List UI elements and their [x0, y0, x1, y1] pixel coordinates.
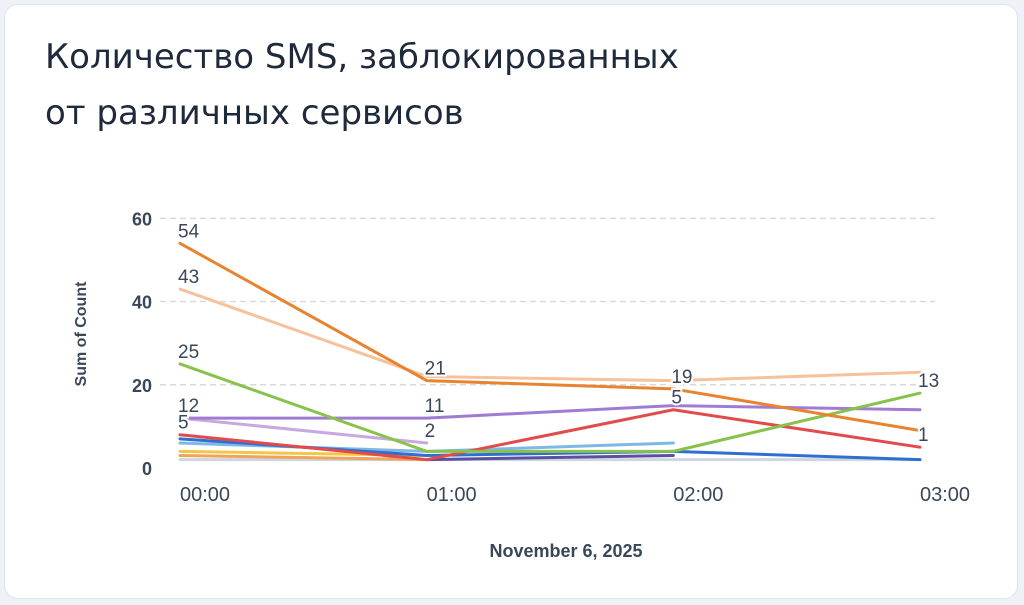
series-line-1 [178, 287, 922, 383]
series-line-2 [178, 362, 922, 453]
y-tick-label: 20 [132, 376, 152, 396]
y-axis-label: Sum of Count [73, 281, 90, 387]
data-label: 5 [178, 413, 189, 434]
x-tick-label: 02:00 [673, 484, 723, 506]
chart-title-line-2: от различных сервисов [45, 93, 464, 133]
data-label: 1 [918, 425, 929, 446]
series-line-0 [178, 241, 922, 433]
series-line-9 [178, 454, 429, 462]
x-tick-label: 03:00 [920, 484, 970, 506]
data-label: 2 [425, 421, 436, 442]
series-line-5 [178, 408, 922, 462]
data-label: 43 [178, 267, 199, 288]
y-tick-label: 0 [142, 459, 152, 479]
data-label: 19 [671, 367, 692, 388]
y-tick-label: 60 [132, 209, 152, 229]
data-label: 5 [671, 388, 682, 409]
series-line-3 [178, 404, 922, 420]
data-label: 25 [178, 342, 199, 363]
data-label: 12 [178, 396, 199, 417]
data-label: 21 [425, 359, 446, 380]
x-tick-label: 00:00 [180, 484, 230, 506]
data-label: 11 [425, 396, 445, 417]
x-axis-label: November 6, 2025 [489, 541, 642, 561]
y-tick-label: 40 [132, 293, 152, 313]
data-label: 54 [178, 221, 200, 242]
data-label: 13 [918, 371, 939, 392]
chart-title-line-1: Количество SMS, заблокированных [45, 37, 679, 77]
series-line-10 [425, 454, 675, 462]
series-line-4 [178, 416, 429, 445]
chart-title: Количество SMS, заблокированных от разли… [45, 29, 805, 141]
x-tick-label: 01:00 [427, 484, 477, 506]
